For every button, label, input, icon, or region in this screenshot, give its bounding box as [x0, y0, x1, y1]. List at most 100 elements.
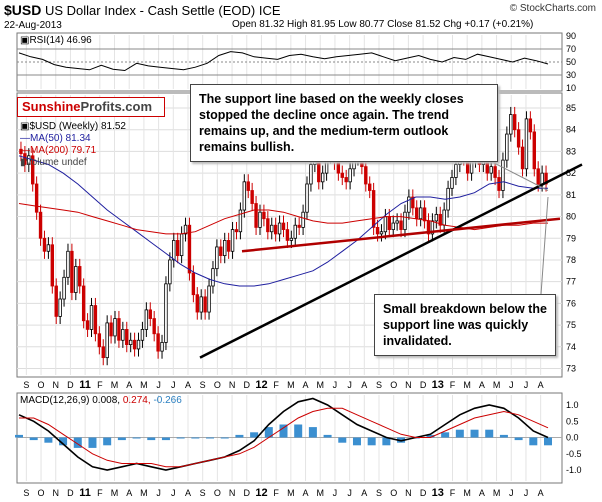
candle-body	[230, 229, 235, 252]
x-tick-label-macd: A	[479, 488, 485, 498]
candle-body	[179, 233, 184, 257]
macd-hist-bar	[426, 434, 435, 438]
candle-body	[309, 164, 313, 185]
candle-body	[148, 309, 152, 319]
x-tick-label: J	[347, 380, 352, 390]
price-tick-label: 80	[566, 212, 576, 222]
price-tick-label: 76	[566, 298, 576, 308]
x-tick-label-macd: N	[52, 488, 59, 498]
candle-body	[23, 153, 27, 165]
candle-body	[399, 220, 403, 230]
candle-body	[156, 333, 160, 352]
x-tick-label: A	[361, 380, 367, 390]
macd-tick-label: 0.5	[566, 416, 579, 426]
macd-hist-bar	[103, 437, 112, 446]
macd-hist-bar	[441, 432, 450, 438]
candle-body	[113, 318, 117, 337]
x-tick-label: M	[140, 380, 148, 390]
candle-body	[172, 240, 176, 261]
macd-hist-bar	[338, 437, 347, 443]
macd-hist-bar	[176, 437, 185, 439]
candle-body	[62, 276, 66, 300]
x-tick-label-macd: A	[126, 488, 132, 498]
candle-body	[50, 244, 55, 287]
rsi-tick-label: 10	[566, 83, 576, 93]
candle-body	[242, 181, 247, 211]
macd-hist-bar	[382, 437, 391, 446]
candle-body	[85, 320, 90, 330]
macd-hist-bar	[73, 437, 82, 448]
candle-body	[348, 168, 352, 183]
x-tick-label: M	[493, 380, 501, 390]
candle-body	[78, 266, 82, 287]
candle-body	[58, 298, 62, 317]
macd-hist-bar	[88, 437, 97, 448]
candle-body	[250, 190, 254, 204]
x-tick-label: 12	[255, 379, 267, 391]
annotation-support: The support line based on the weekly clo…	[190, 84, 498, 162]
candle-body	[27, 155, 31, 165]
x-tick-label: O	[390, 380, 397, 390]
candle-body	[524, 118, 529, 170]
price-tick-label: 84	[566, 125, 576, 135]
x-tick-label: S	[200, 380, 206, 390]
x-tick-label: A	[479, 380, 485, 390]
macd-hist-bar	[455, 429, 464, 438]
candle-body	[262, 211, 266, 220]
candle-body	[258, 211, 262, 228]
price-tick-label: 85	[566, 103, 576, 113]
candle-body	[93, 305, 98, 335]
candle-body	[293, 224, 297, 239]
macd-hist-bar	[117, 437, 126, 441]
x-tick-label-macd: A	[538, 488, 544, 498]
candle-body	[226, 240, 231, 252]
macd-hist-bar	[15, 434, 23, 438]
macd-tick-label: 1.0	[566, 400, 579, 410]
x-tick-label-macd: D	[420, 488, 427, 498]
macd-hist-bar	[191, 437, 200, 439]
candle-body	[207, 285, 211, 313]
candle-body	[520, 146, 525, 170]
candle-body	[144, 309, 149, 330]
macd-hist-bar	[470, 429, 479, 438]
candle-body	[501, 159, 505, 191]
x-tick-label: J	[171, 380, 176, 390]
chart-symbol: $USD	[4, 2, 42, 18]
legend-ma50: —MA(50) 81.34	[20, 133, 91, 144]
candle-body	[528, 118, 533, 133]
macd-tick-label: -0.5	[566, 449, 582, 459]
candle-body	[532, 131, 536, 170]
candle-body	[254, 203, 258, 228]
macd-hist-bar	[206, 437, 215, 439]
x-tick-label: N	[229, 380, 236, 390]
candle-body	[19, 148, 23, 155]
macd-tick-label: 0.0	[566, 433, 579, 443]
sunshine-logo: SunshineProfits.com	[17, 97, 165, 117]
candle-body	[160, 342, 164, 352]
candle-body	[418, 207, 423, 220]
x-tick-label: D	[67, 380, 74, 390]
x-tick-label-macd: J	[347, 488, 352, 498]
chart-title: $USD US Dollar Index - Cash Settle (EOD)…	[4, 2, 281, 18]
macd-hist-bar	[235, 434, 244, 438]
candle-body	[450, 177, 454, 189]
candle-body	[415, 207, 419, 220]
x-tick-label: J	[509, 380, 514, 390]
x-tick-label-macd: N	[405, 488, 412, 498]
x-tick-label: F	[97, 380, 103, 390]
x-tick-label: F	[450, 380, 456, 390]
macd-hist-bar	[220, 437, 229, 439]
x-tick-label-macd: J	[156, 488, 161, 498]
x-tick-label-macd: J	[333, 488, 338, 498]
chart-date: 22-Aug-2013	[4, 20, 62, 31]
x-tick-label-macd: F	[450, 488, 456, 498]
x-tick-label-macd: S	[376, 488, 382, 498]
x-tick-label: O	[38, 380, 45, 390]
candle-body	[38, 211, 43, 239]
candle-body	[368, 183, 372, 191]
macd-hist-bar	[279, 424, 288, 438]
legend-volume: ▮Volume undef	[20, 157, 87, 168]
candle-body	[42, 237, 47, 252]
candle-body	[371, 190, 376, 228]
price-legend: ▣$USD (Weekly) 81.52 —MA(50) 81.34 —MA(2…	[20, 121, 126, 169]
